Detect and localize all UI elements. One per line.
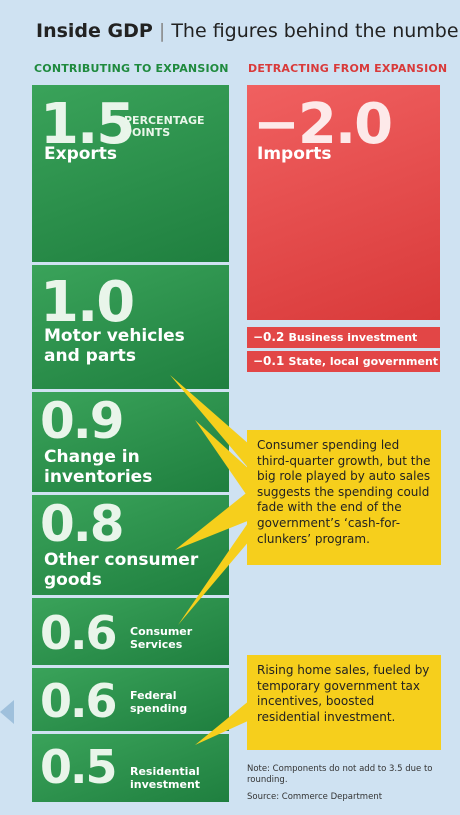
arrow bbox=[0, 700, 14, 724]
callout: Consumer spending led third-quarter grow… bbox=[247, 430, 441, 565]
note: Note: Components do not add to 3.5 due t… bbox=[247, 764, 437, 786]
pointer bbox=[170, 375, 250, 470]
infographic: Inside GDP | The figures behind the numb… bbox=[0, 0, 460, 815]
pointer bbox=[178, 520, 250, 625]
source: Source: Commerce Department bbox=[247, 792, 437, 803]
pointer bbox=[195, 700, 250, 745]
callout: Rising home sales, fueled by temporary g… bbox=[247, 655, 441, 750]
